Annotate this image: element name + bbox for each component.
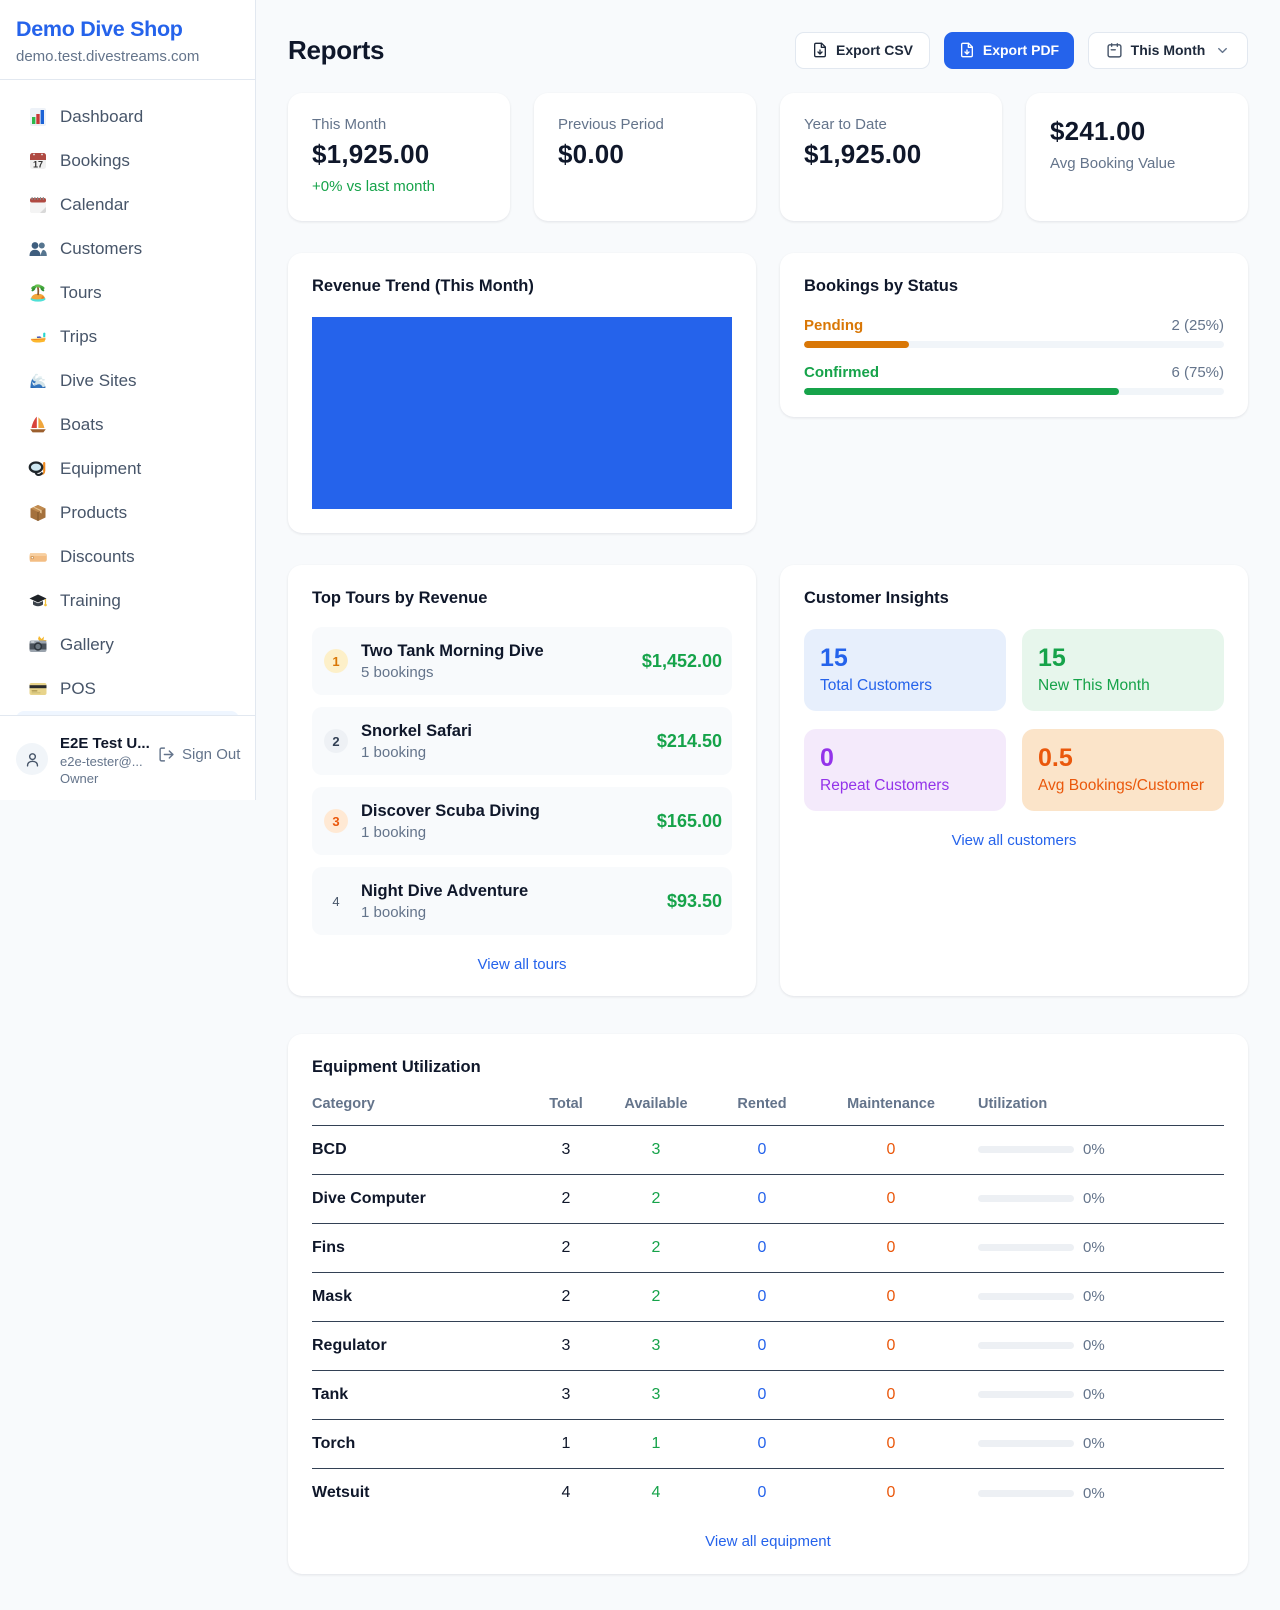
svg-text:17: 17 [33, 160, 43, 170]
